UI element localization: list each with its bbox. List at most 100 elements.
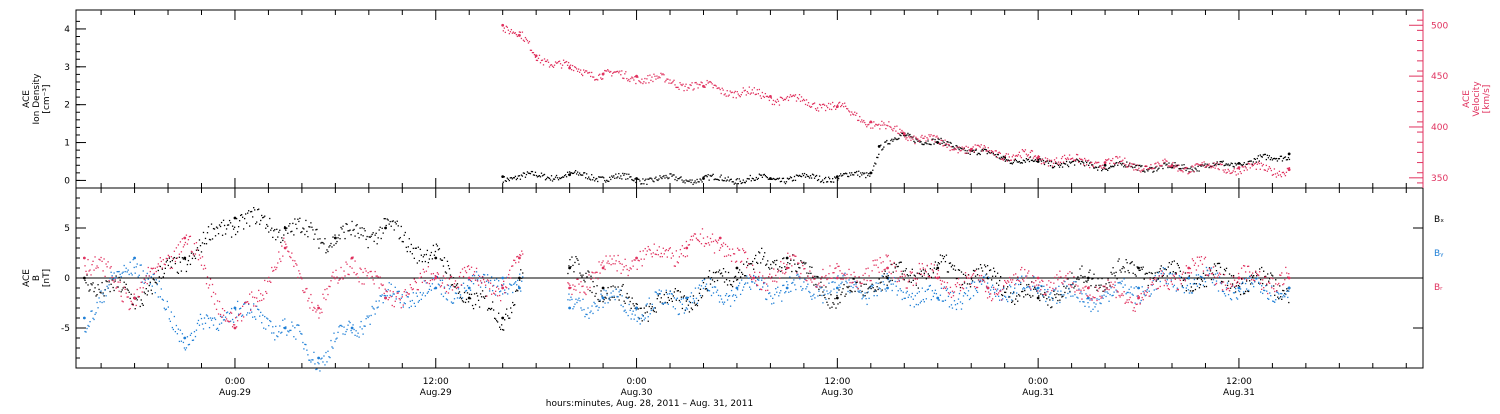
bfield-trace-dot — [1092, 278, 1093, 279]
bfield-trace-dot — [637, 321, 638, 322]
bfield-trace-dot — [423, 256, 424, 257]
bfield-trace-dot — [298, 325, 299, 326]
density-trace-dot — [1272, 159, 1273, 160]
bfield-trace-dot — [680, 301, 681, 302]
bfield-trace-dot — [786, 281, 787, 282]
bfield-trace-dot — [1141, 300, 1142, 301]
bfield-trace-dot — [1033, 289, 1034, 290]
bfield-trace-dot — [416, 293, 417, 294]
bfield-trace-dot — [260, 220, 261, 221]
density-trace-dot — [708, 174, 709, 175]
bfield-trace-dot — [390, 221, 391, 222]
velocity-trace-dot — [628, 79, 629, 80]
bfield-trace-dot — [1224, 269, 1225, 270]
bfield-trace-dot — [124, 286, 125, 287]
bfield-trace-dot — [763, 282, 764, 283]
density-trace-dot — [891, 139, 892, 140]
bfield-trace-dot — [778, 270, 779, 271]
bfield-trace-dot — [839, 302, 840, 303]
bfield-trace-dot — [212, 318, 213, 319]
velocity-trace-dot — [934, 141, 935, 142]
bfield-trace-dot — [695, 233, 696, 234]
bfield-trace-dot — [243, 316, 244, 317]
bfield-trace-dot — [943, 300, 944, 301]
bfield-trace-dot — [1093, 274, 1094, 275]
bfield-trace-dot — [1050, 292, 1051, 293]
bfield-trace-dot — [471, 294, 472, 295]
velocity-trace-dot — [797, 97, 798, 98]
bfield-trace-dot — [842, 279, 843, 280]
velocity-trace-dot — [825, 110, 826, 111]
bfield-trace-dot — [884, 273, 885, 274]
bfield-trace-dot — [370, 236, 371, 237]
bfield-trace-dot — [158, 263, 159, 264]
bfield-trace-dot — [829, 292, 830, 293]
bfield-trace-dot — [383, 302, 384, 303]
velocity-trace-dot — [1181, 170, 1182, 171]
bfield-trace-dot — [217, 300, 218, 301]
bfield-trace-dot — [1098, 299, 1099, 300]
bfield-trace-dot — [120, 274, 121, 275]
bfield-trace-dot — [965, 275, 966, 276]
density-trace-dot — [592, 179, 593, 180]
bfield-trace-dot — [593, 286, 594, 287]
bfield-trace-dot — [1108, 301, 1109, 302]
bfield-trace-dot — [324, 289, 325, 290]
bfield-trace-dot — [691, 308, 692, 309]
density-trace-dot — [689, 179, 690, 180]
velocity-trace-dot — [546, 61, 547, 62]
bfield-trace-dot — [1150, 277, 1151, 278]
bfield-trace-dot — [262, 315, 263, 316]
velocity-trace-dot — [769, 100, 770, 101]
bfield-trace-dot — [1185, 272, 1186, 273]
bfield-trace-dot — [359, 268, 360, 269]
bfield-trace-dot — [1288, 302, 1289, 303]
bfield-trace-dot — [666, 292, 667, 293]
bfield-trace-dot — [1059, 302, 1060, 303]
bfield-trace-dot — [373, 232, 374, 233]
bfield-trace-dot — [809, 270, 810, 271]
velocity-trace-dot — [1265, 170, 1266, 171]
velocity-trace-dot — [1224, 171, 1225, 172]
bfield-trace-dot — [332, 236, 333, 237]
bfield-trace-dot — [777, 269, 778, 270]
bfield-trace-dot — [793, 260, 794, 261]
bfield-trace-dot — [776, 281, 777, 282]
bfield-trace-dot — [413, 288, 414, 289]
velocity-trace-dot — [949, 150, 950, 151]
bfield-trace-dot — [406, 295, 407, 296]
velocity-trace-dot — [580, 69, 581, 70]
density-trace-dot — [1166, 164, 1167, 165]
bfield-trace-dot — [277, 336, 278, 337]
bfield-trace-dot — [139, 296, 140, 297]
bfield-trace-dot — [378, 306, 379, 307]
bfield-trace-dot — [265, 228, 266, 229]
bfield-trace-dot — [617, 296, 618, 297]
bfield-trace-dot — [441, 285, 442, 286]
density-trace-dot — [565, 174, 566, 175]
bfield-trace-dot — [508, 274, 509, 275]
bfield-trace-dot — [139, 275, 140, 276]
density-trace-dot — [811, 177, 812, 178]
bfield-trace-dot — [400, 302, 401, 303]
bfield-trace-dot — [774, 294, 775, 295]
bfield-trace-dot — [252, 317, 253, 318]
bfield-trace-dot — [970, 286, 971, 287]
bfield-trace-dot — [596, 285, 597, 286]
velocity-trace-dot — [967, 153, 968, 154]
bfield-trace-dot — [802, 288, 803, 289]
bfield-trace-dot — [173, 258, 174, 259]
bfield-trace-dot — [1005, 297, 1006, 298]
velocity-trace-dot — [503, 30, 504, 31]
bfield-trace-dot — [377, 243, 378, 244]
density-trace-dot — [865, 177, 866, 178]
bfield-trace-dot — [1129, 289, 1130, 290]
bfield-trace-dot — [1170, 273, 1171, 274]
velocity-trace-dot — [818, 110, 819, 111]
bfield-trace-dot — [763, 256, 764, 257]
bfield-trace-dot — [329, 245, 330, 246]
velocity-trace-dot — [964, 147, 965, 148]
velocity-trace-dot — [1017, 156, 1018, 157]
bfield-trace-dot — [862, 275, 863, 276]
